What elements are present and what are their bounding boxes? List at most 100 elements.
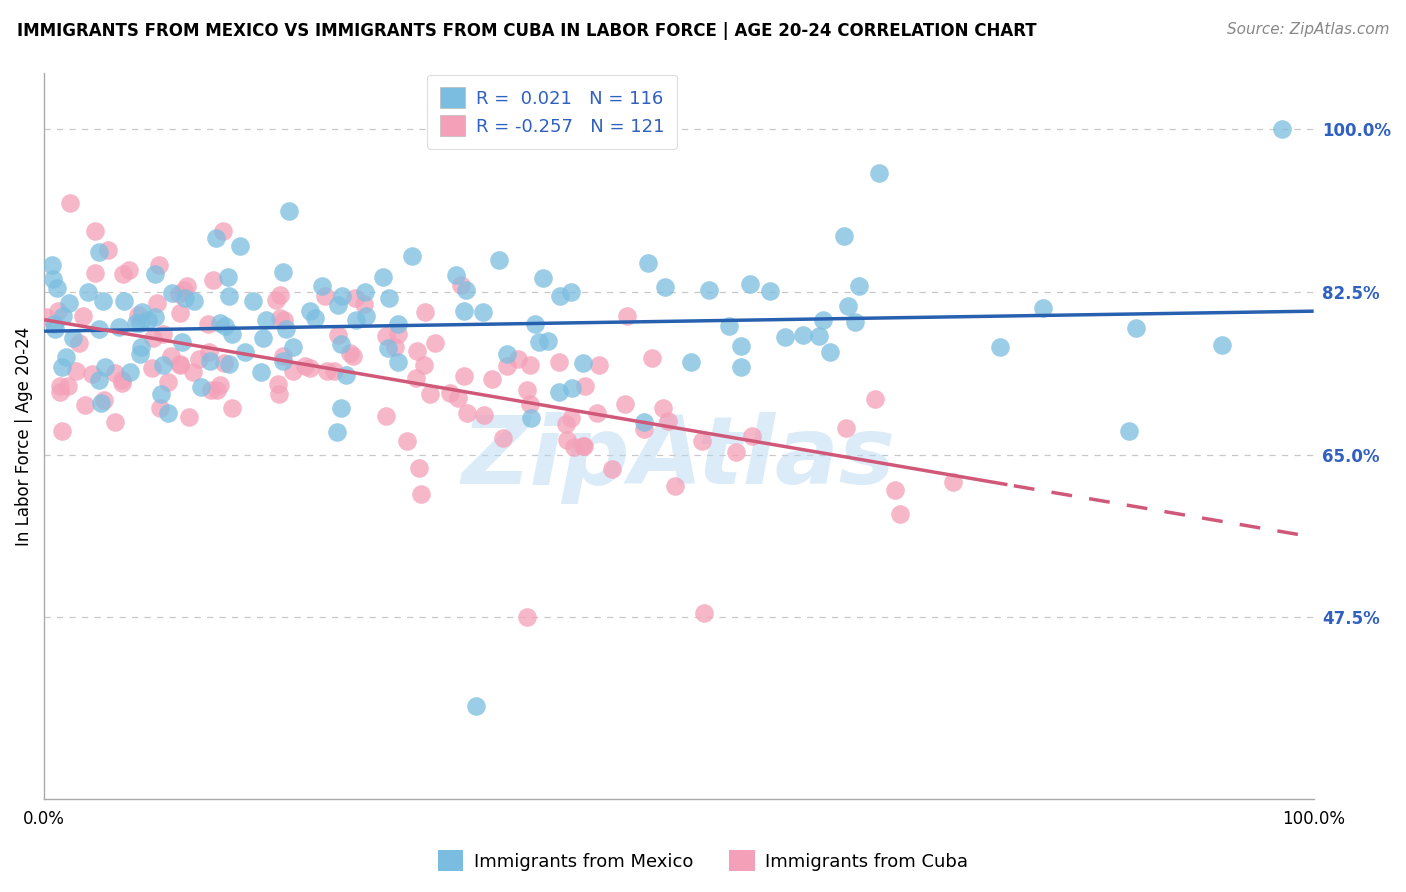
Point: [93, 392, 115, 407]
Point: [633, 422, 655, 436]
Point: [94, 359, 117, 374]
Point: [495, 347, 517, 361]
Point: [91, 293, 114, 308]
Point: [401, 248, 423, 262]
Point: [87, 374, 110, 388]
Point: [183, 293, 205, 308]
Point: [586, 406, 609, 420]
Point: [1125, 321, 1147, 335]
Point: [208, 316, 231, 330]
Point: [792, 327, 814, 342]
Point: [942, 475, 965, 489]
Point: [471, 305, 494, 319]
Point: [181, 365, 204, 379]
Point: [560, 410, 582, 425]
Point: [330, 336, 353, 351]
Point: [531, 271, 554, 285]
Point: [633, 416, 655, 430]
Point: [1118, 425, 1140, 439]
Point: [87, 245, 110, 260]
Point: [200, 383, 222, 397]
Point: [51, 424, 73, 438]
Point: [506, 352, 529, 367]
Point: [271, 353, 294, 368]
Point: [837, 300, 859, 314]
Point: [848, 279, 870, 293]
Point: [90, 396, 112, 410]
Point: [1211, 338, 1233, 352]
Point: [548, 289, 571, 303]
Point: [419, 387, 441, 401]
Point: [278, 204, 301, 219]
Point: [281, 340, 304, 354]
Point: [276, 322, 298, 336]
Point: [169, 357, 191, 371]
Point: [118, 262, 141, 277]
Point: [62, 331, 84, 345]
Point: [110, 373, 132, 387]
Point: [832, 228, 855, 243]
Point: [267, 377, 290, 392]
Point: [377, 292, 399, 306]
Point: [562, 440, 585, 454]
Point: [439, 386, 461, 401]
Point: [730, 338, 752, 352]
Point: [249, 365, 271, 379]
Point: [77, 285, 100, 300]
Point: [775, 330, 797, 344]
Point: [408, 461, 430, 475]
Point: [572, 439, 595, 453]
Point: [346, 313, 368, 327]
Point: [298, 360, 321, 375]
Point: [600, 462, 623, 476]
Point: [409, 487, 432, 501]
Point: [197, 318, 219, 332]
Point: [738, 277, 761, 292]
Point: [146, 295, 169, 310]
Point: [444, 268, 467, 283]
Point: [384, 341, 406, 355]
Point: [169, 358, 191, 372]
Point: [679, 355, 702, 369]
Point: [41, 258, 63, 272]
Point: [112, 293, 135, 308]
Point: [315, 364, 337, 378]
Point: [724, 445, 747, 459]
Point: [654, 280, 676, 294]
Point: [273, 313, 295, 327]
Point: [529, 334, 551, 349]
Point: [405, 370, 427, 384]
Point: [177, 410, 200, 425]
Point: [143, 267, 166, 281]
Point: [170, 335, 193, 350]
Point: [387, 318, 409, 332]
Text: IMMIGRANTS FROM MEXICO VS IMMIGRANTS FROM CUBA IN LABOR FORCE | AGE 20-24 CORREL: IMMIGRANTS FROM MEXICO VS IMMIGRANTS FRO…: [17, 22, 1036, 40]
Point: [560, 285, 582, 299]
Point: [42, 272, 65, 286]
Point: [214, 319, 236, 334]
Point: [188, 352, 211, 367]
Point: [472, 408, 495, 422]
Point: [108, 320, 131, 334]
Point: [304, 310, 326, 325]
Point: [46, 281, 69, 295]
Point: [83, 224, 105, 238]
Point: [818, 345, 841, 359]
Point: [271, 265, 294, 279]
Point: [55, 350, 77, 364]
Legend: Immigrants from Mexico, Immigrants from Cuba: Immigrants from Mexico, Immigrants from …: [430, 843, 976, 879]
Point: [335, 368, 357, 383]
Point: [835, 421, 858, 435]
Point: [326, 298, 349, 312]
Point: [104, 415, 127, 429]
Point: [173, 291, 195, 305]
Point: [326, 327, 349, 342]
Point: [51, 359, 73, 374]
Point: [229, 239, 252, 253]
Point: [990, 340, 1012, 354]
Point: [339, 346, 361, 360]
Point: [281, 364, 304, 378]
Point: [454, 284, 477, 298]
Point: [464, 698, 486, 713]
Point: [868, 165, 890, 179]
